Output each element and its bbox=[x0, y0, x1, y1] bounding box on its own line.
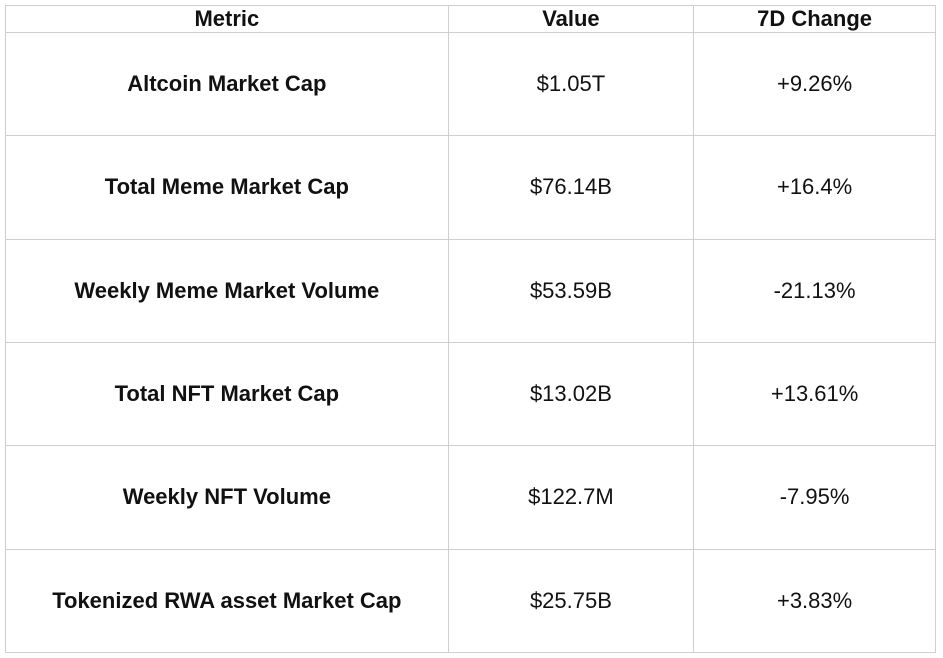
table-row: Weekly Meme Market Volume $53.59B -21.13% bbox=[5, 238, 936, 343]
metric-value-cell: $53.59B bbox=[447, 238, 695, 343]
metric-name-cell: Total NFT Market Cap bbox=[5, 341, 449, 447]
column-header-value: Value bbox=[447, 5, 695, 33]
column-header-7d-change: 7D Change bbox=[693, 5, 936, 33]
table-row: Altcoin Market Cap $1.05T +9.26% bbox=[5, 31, 936, 137]
metric-change-cell: +16.4% bbox=[693, 135, 936, 240]
metric-value-cell: $1.05T bbox=[447, 31, 695, 137]
table-row: Total NFT Market Cap $13.02B +13.61% bbox=[5, 341, 936, 447]
metric-value-cell: $13.02B bbox=[447, 341, 695, 447]
table-row: Weekly NFT Volume $122.7M -7.95% bbox=[5, 445, 936, 550]
crypto-metrics-table: Metric Value 7D Change Altcoin Market Ca… bbox=[5, 5, 936, 654]
metric-change-cell: +13.61% bbox=[693, 341, 936, 447]
metric-value-cell: $25.75B bbox=[447, 548, 695, 654]
crypto-metrics-table-container: Metric Value 7D Change Altcoin Market Ca… bbox=[5, 5, 936, 654]
metric-change-cell: +9.26% bbox=[693, 31, 936, 137]
table-row: Tokenized RWA asset Market Cap $25.75B +3.… bbox=[5, 548, 936, 654]
metric-name-cell: Weekly Meme Market Volume bbox=[5, 238, 449, 343]
metric-change-cell: +3.83% bbox=[693, 548, 936, 654]
metric-change-cell: -21.13% bbox=[693, 238, 936, 343]
metric-value-cell: $76.14B bbox=[447, 135, 695, 240]
metric-name-cell: Altcoin Market Cap bbox=[5, 31, 449, 137]
column-header-metric: Metric bbox=[5, 5, 449, 33]
metric-value-cell: $122.7M bbox=[447, 445, 695, 550]
metric-change-cell: -7.95% bbox=[693, 445, 936, 550]
metric-name-cell: Weekly NFT Volume bbox=[5, 445, 449, 550]
metric-name-cell: Tokenized RWA asset Market Cap bbox=[5, 548, 449, 654]
metric-name-cell: Total Meme Market Cap bbox=[5, 135, 449, 240]
header-row: Metric Value 7D Change bbox=[5, 5, 936, 33]
table-row: Total Meme Market Cap $76.14B +16.4% bbox=[5, 135, 936, 240]
